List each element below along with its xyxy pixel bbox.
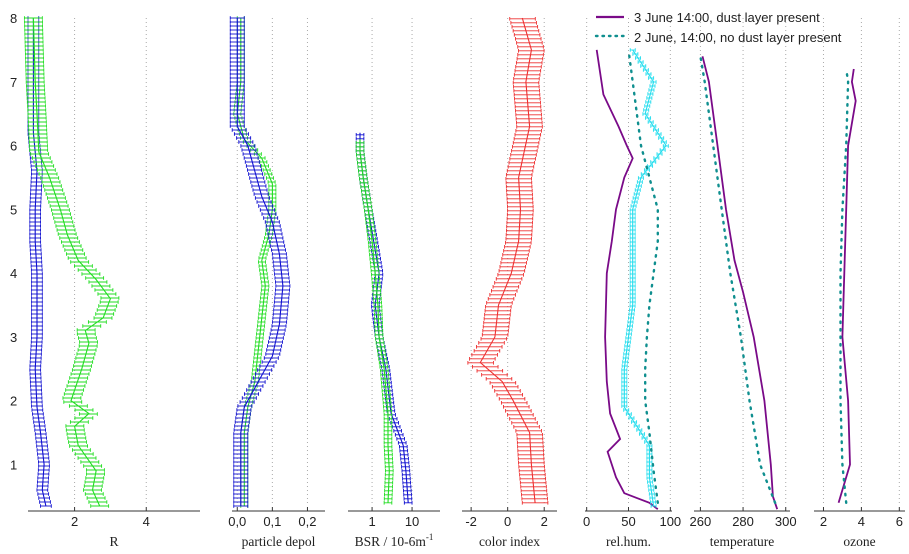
series-line xyxy=(839,67,850,504)
series-rel-hum-purple xyxy=(595,49,659,510)
series-rel-hum-teal xyxy=(627,48,659,504)
x-axis-label-superscript: -1 xyxy=(426,532,434,542)
x-tick-label: 0,1 xyxy=(263,514,281,529)
x-axis-label: ozone xyxy=(843,534,875,549)
x-axis-label: particle depol xyxy=(242,534,316,549)
series-color-index-red xyxy=(467,17,549,505)
x-tick-label: 0 xyxy=(583,514,590,529)
x-axis-label: rel.hum. xyxy=(606,534,651,549)
series-line xyxy=(623,49,667,507)
x-axis-label: BSR / 10-6m-1 xyxy=(355,532,434,549)
y-tick-label: 8 xyxy=(10,11,17,26)
series-line xyxy=(32,17,112,507)
x-tick-label: 0 xyxy=(504,514,511,529)
series-particle-depol-blue xyxy=(229,16,291,508)
series-line xyxy=(837,68,857,504)
panel-ozone: 2 4 6 ozone xyxy=(814,18,905,549)
series-line xyxy=(236,18,273,506)
x-tick-label: 2 xyxy=(541,514,548,529)
x-axis-label: color index xyxy=(479,534,540,549)
x-tick-label: 0,2 xyxy=(298,514,316,529)
x-tick-label: 300 xyxy=(775,514,797,529)
panel-BSR: 1 10 BSR / 10-6m-1 xyxy=(348,18,440,549)
legend: 3 June 14:00, dust layer present 2 June,… xyxy=(594,10,842,45)
series-temperature-purple xyxy=(701,56,779,510)
series-ozone-teal xyxy=(839,67,850,504)
y-tick-label: 3 xyxy=(10,330,17,345)
series-line xyxy=(627,48,659,504)
series-line xyxy=(236,18,284,506)
series-BSR-green xyxy=(355,139,394,505)
series-R-green xyxy=(23,16,120,508)
panels-layer: 2 4 R 0,0 0,1 0,2 particle depol 1 10 BSR / 10-6m… xyxy=(23,16,905,549)
series-line xyxy=(479,17,536,503)
x-tick-label: 4 xyxy=(143,514,150,529)
y-tick-label: 5 xyxy=(10,202,17,217)
legend-series1-label: 3 June 14:00, dust layer present xyxy=(634,10,820,25)
x-tick-label: 280 xyxy=(732,514,754,529)
series-line xyxy=(701,56,779,510)
x-tick-label: -2 xyxy=(465,514,477,529)
x-tick-label: 6 xyxy=(896,514,903,529)
series-line xyxy=(595,49,659,510)
series-rel-hum-cyan xyxy=(621,48,669,508)
x-axis-label: temperature xyxy=(710,534,774,549)
y-tick-label: 1 xyxy=(10,458,17,473)
series-temperature-teal xyxy=(699,55,777,504)
x-tick-label: 4 xyxy=(858,514,865,529)
x-tick-label: 2 xyxy=(71,514,78,529)
y-tick-label: 2 xyxy=(10,394,17,409)
panel-R: 2 4 R xyxy=(23,16,200,549)
x-tick-label: 100 xyxy=(659,514,681,529)
legend-series2-label: 2 June, 14:00, no dust layer present xyxy=(634,30,842,45)
y-tick-label: 6 xyxy=(10,139,17,154)
x-tick-label: 1 xyxy=(368,514,375,529)
shared-y-axis: 8 7 6 5 4 3 2 1 xyxy=(10,11,17,473)
x-tick-label: 2 xyxy=(820,514,827,529)
series-line xyxy=(699,55,777,504)
series-ozone-purple xyxy=(837,68,857,504)
x-tick-label: 260 xyxy=(690,514,712,529)
x-tick-label: 50 xyxy=(621,514,635,529)
x-tick-label: 0,0 xyxy=(228,514,246,529)
y-tick-label: 4 xyxy=(10,266,17,281)
series-line xyxy=(359,139,390,503)
x-axis-label: R xyxy=(109,534,118,549)
panel-particle-depol: 0,0 0,1 0,2 particle depol xyxy=(228,16,325,549)
y-tick-label: 7 xyxy=(10,75,17,90)
x-tick-label: 10 xyxy=(405,514,419,529)
panel-rel-hum: 0 50 100 rel.hum. xyxy=(583,18,681,549)
